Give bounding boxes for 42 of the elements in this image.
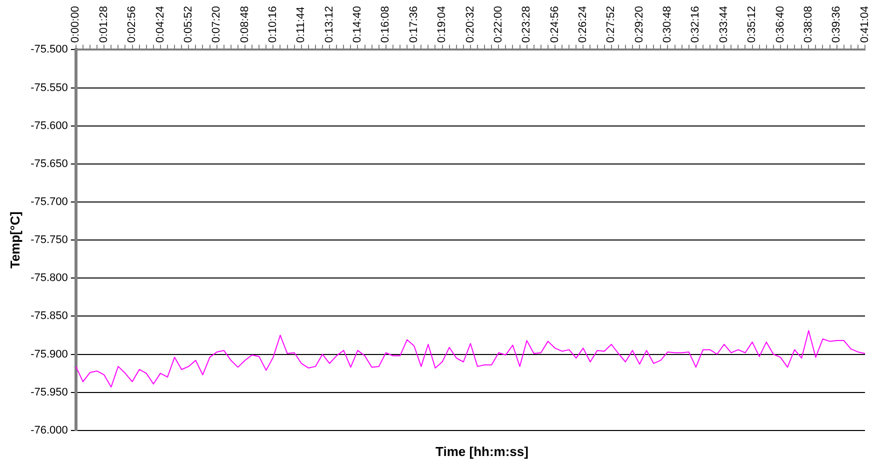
- y-tick-label: -75.900: [30, 348, 68, 360]
- x-tick-label: 0:26:24: [577, 6, 590, 43]
- x-tick-label: 0:32:16: [690, 6, 702, 43]
- x-tick-label: 0:20:32: [464, 6, 476, 43]
- x-tick-label: 0:02:56: [126, 6, 138, 43]
- x-axis-title: Time [hh:m:ss]: [434, 444, 530, 459]
- x-tick-label: 0:22:00: [492, 6, 504, 43]
- y-tick-label: -75.950: [30, 386, 68, 398]
- x-tick-label: 0:33:44: [718, 6, 730, 43]
- y-tick-label: -75.600: [30, 120, 68, 132]
- y-tick-label: -75.750: [30, 234, 68, 246]
- x-tick-label: 0:01:28: [98, 6, 110, 43]
- y-tick-label: -75.700: [30, 196, 68, 208]
- y-tick-label: -75.800: [30, 272, 68, 284]
- y-tick-label: -75.550: [30, 82, 68, 94]
- y-tick-label: -75.650: [30, 158, 68, 170]
- x-tick-label: 0:14:40: [352, 6, 364, 43]
- y-tick-label: -75.850: [30, 310, 68, 322]
- x-tick-label: 0:11:44: [295, 6, 308, 43]
- x-tick-label: 0:19:04: [436, 6, 448, 43]
- y-tick-label: -75.500: [30, 44, 68, 56]
- x-tick-label: 0:10:16: [267, 6, 280, 43]
- x-tick-label: 0:27:52: [605, 6, 618, 43]
- x-tick-label: 0:08:48: [238, 6, 251, 43]
- x-tick-label: 0:07:20: [210, 6, 223, 43]
- x-tick-label: 0:05:52: [182, 6, 194, 43]
- y-axis-title: Temp[°C]: [7, 212, 22, 269]
- x-tick-label: 0:39:36: [830, 6, 843, 43]
- x-tick-label: 0:35:12: [746, 6, 758, 43]
- x-tick-label: 0:00:00: [70, 6, 82, 43]
- x-tick-label: 0:16:08: [380, 6, 392, 43]
- x-tick-label: 0:17:36: [408, 6, 420, 43]
- x-tick-label: 0:29:20: [633, 6, 646, 43]
- x-tick-label: 0:36:40: [774, 6, 786, 43]
- x-tick-label: 0:13:12: [323, 6, 336, 43]
- x-tick-label: 0:41:04: [858, 6, 871, 43]
- x-tick-label: 0:24:56: [548, 6, 561, 43]
- x-tick-label: 0:23:28: [520, 6, 533, 43]
- x-tick-label: 0:38:08: [802, 6, 814, 43]
- x-tick-label: 0:30:48: [662, 6, 674, 43]
- x-tick-label: 0:04:24: [154, 6, 166, 43]
- y-tick-label: -76.000: [30, 424, 68, 436]
